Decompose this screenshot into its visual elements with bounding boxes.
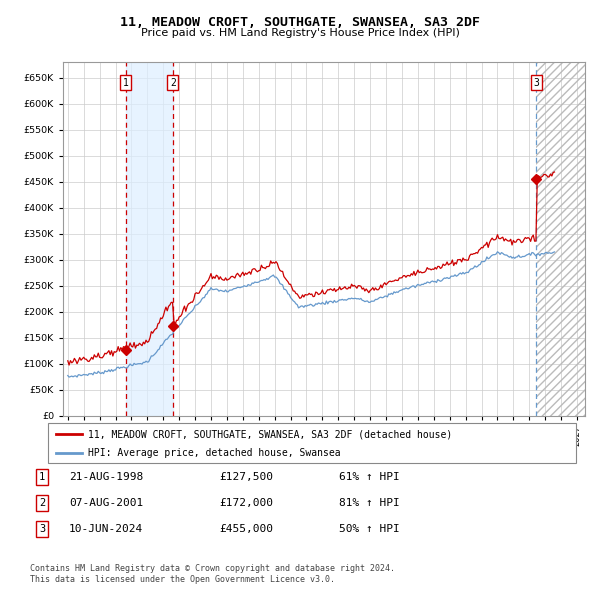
Text: 2: 2: [39, 498, 45, 507]
Bar: [126, 62, 173, 416]
Text: 10-JUN-2024: 10-JUN-2024: [69, 525, 143, 534]
Text: HPI: Average price, detached house, Swansea: HPI: Average price, detached house, Swan…: [88, 448, 340, 458]
Text: 2: 2: [170, 78, 176, 88]
Text: 50% ↑ HPI: 50% ↑ HPI: [339, 525, 400, 534]
Text: 81% ↑ HPI: 81% ↑ HPI: [339, 498, 400, 507]
Text: 1: 1: [123, 78, 128, 88]
Text: 07-AUG-2001: 07-AUG-2001: [69, 498, 143, 507]
Text: 11, MEADOW CROFT, SOUTHGATE, SWANSEA, SA3 2DF (detached house): 11, MEADOW CROFT, SOUTHGATE, SWANSEA, SA…: [88, 430, 452, 440]
Text: £455,000: £455,000: [219, 525, 273, 534]
Text: 11, MEADOW CROFT, SOUTHGATE, SWANSEA, SA3 2DF: 11, MEADOW CROFT, SOUTHGATE, SWANSEA, SA…: [120, 16, 480, 29]
Text: Price paid vs. HM Land Registry's House Price Index (HPI): Price paid vs. HM Land Registry's House …: [140, 28, 460, 38]
Bar: [536, 62, 585, 416]
Text: This data is licensed under the Open Government Licence v3.0.: This data is licensed under the Open Gov…: [30, 575, 335, 584]
Text: £127,500: £127,500: [219, 472, 273, 481]
Text: 61% ↑ HPI: 61% ↑ HPI: [339, 472, 400, 481]
Text: 1: 1: [39, 472, 45, 481]
Text: £172,000: £172,000: [219, 498, 273, 507]
FancyBboxPatch shape: [48, 423, 576, 463]
Text: 3: 3: [533, 78, 539, 88]
Text: 3: 3: [39, 525, 45, 534]
Text: 21-AUG-1998: 21-AUG-1998: [69, 472, 143, 481]
Text: Contains HM Land Registry data © Crown copyright and database right 2024.: Contains HM Land Registry data © Crown c…: [30, 565, 395, 573]
